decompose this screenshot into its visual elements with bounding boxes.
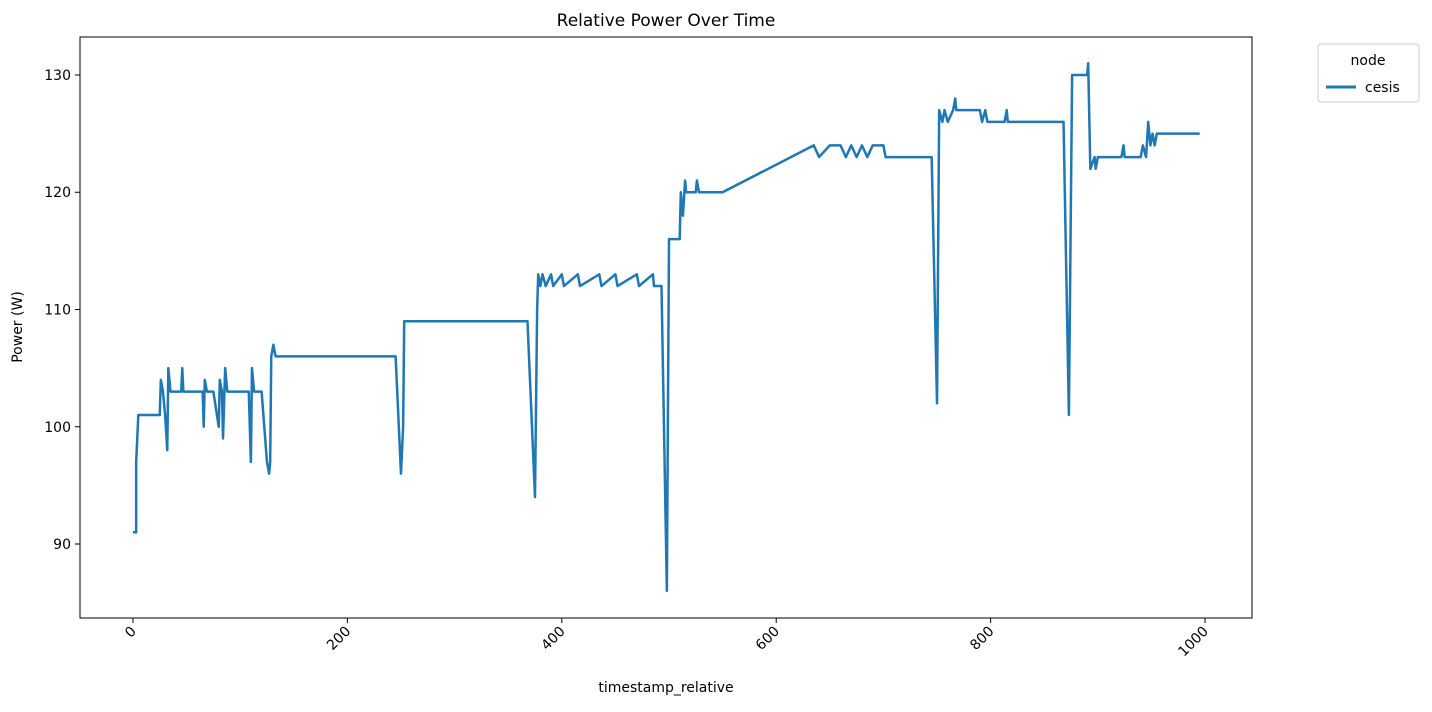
y-tick-label: 90	[53, 537, 71, 553]
legend-title: node	[1351, 53, 1386, 69]
y-tick-label: 100	[44, 420, 71, 436]
y-tick-label: 130	[44, 68, 71, 84]
line-series	[132, 62, 1200, 593]
legend: node cesis	[1317, 43, 1420, 103]
y-tick-label: 120	[44, 185, 71, 201]
y-tick-label: 110	[44, 303, 71, 319]
x-axis-label: timestamp_relative	[598, 680, 733, 696]
chart-title: Relative Power Over Time	[557, 11, 776, 31]
legend-label: cesis	[1365, 80, 1400, 96]
y-axis-label: Power (W)	[10, 291, 26, 363]
plot-frame	[79, 36, 1253, 619]
